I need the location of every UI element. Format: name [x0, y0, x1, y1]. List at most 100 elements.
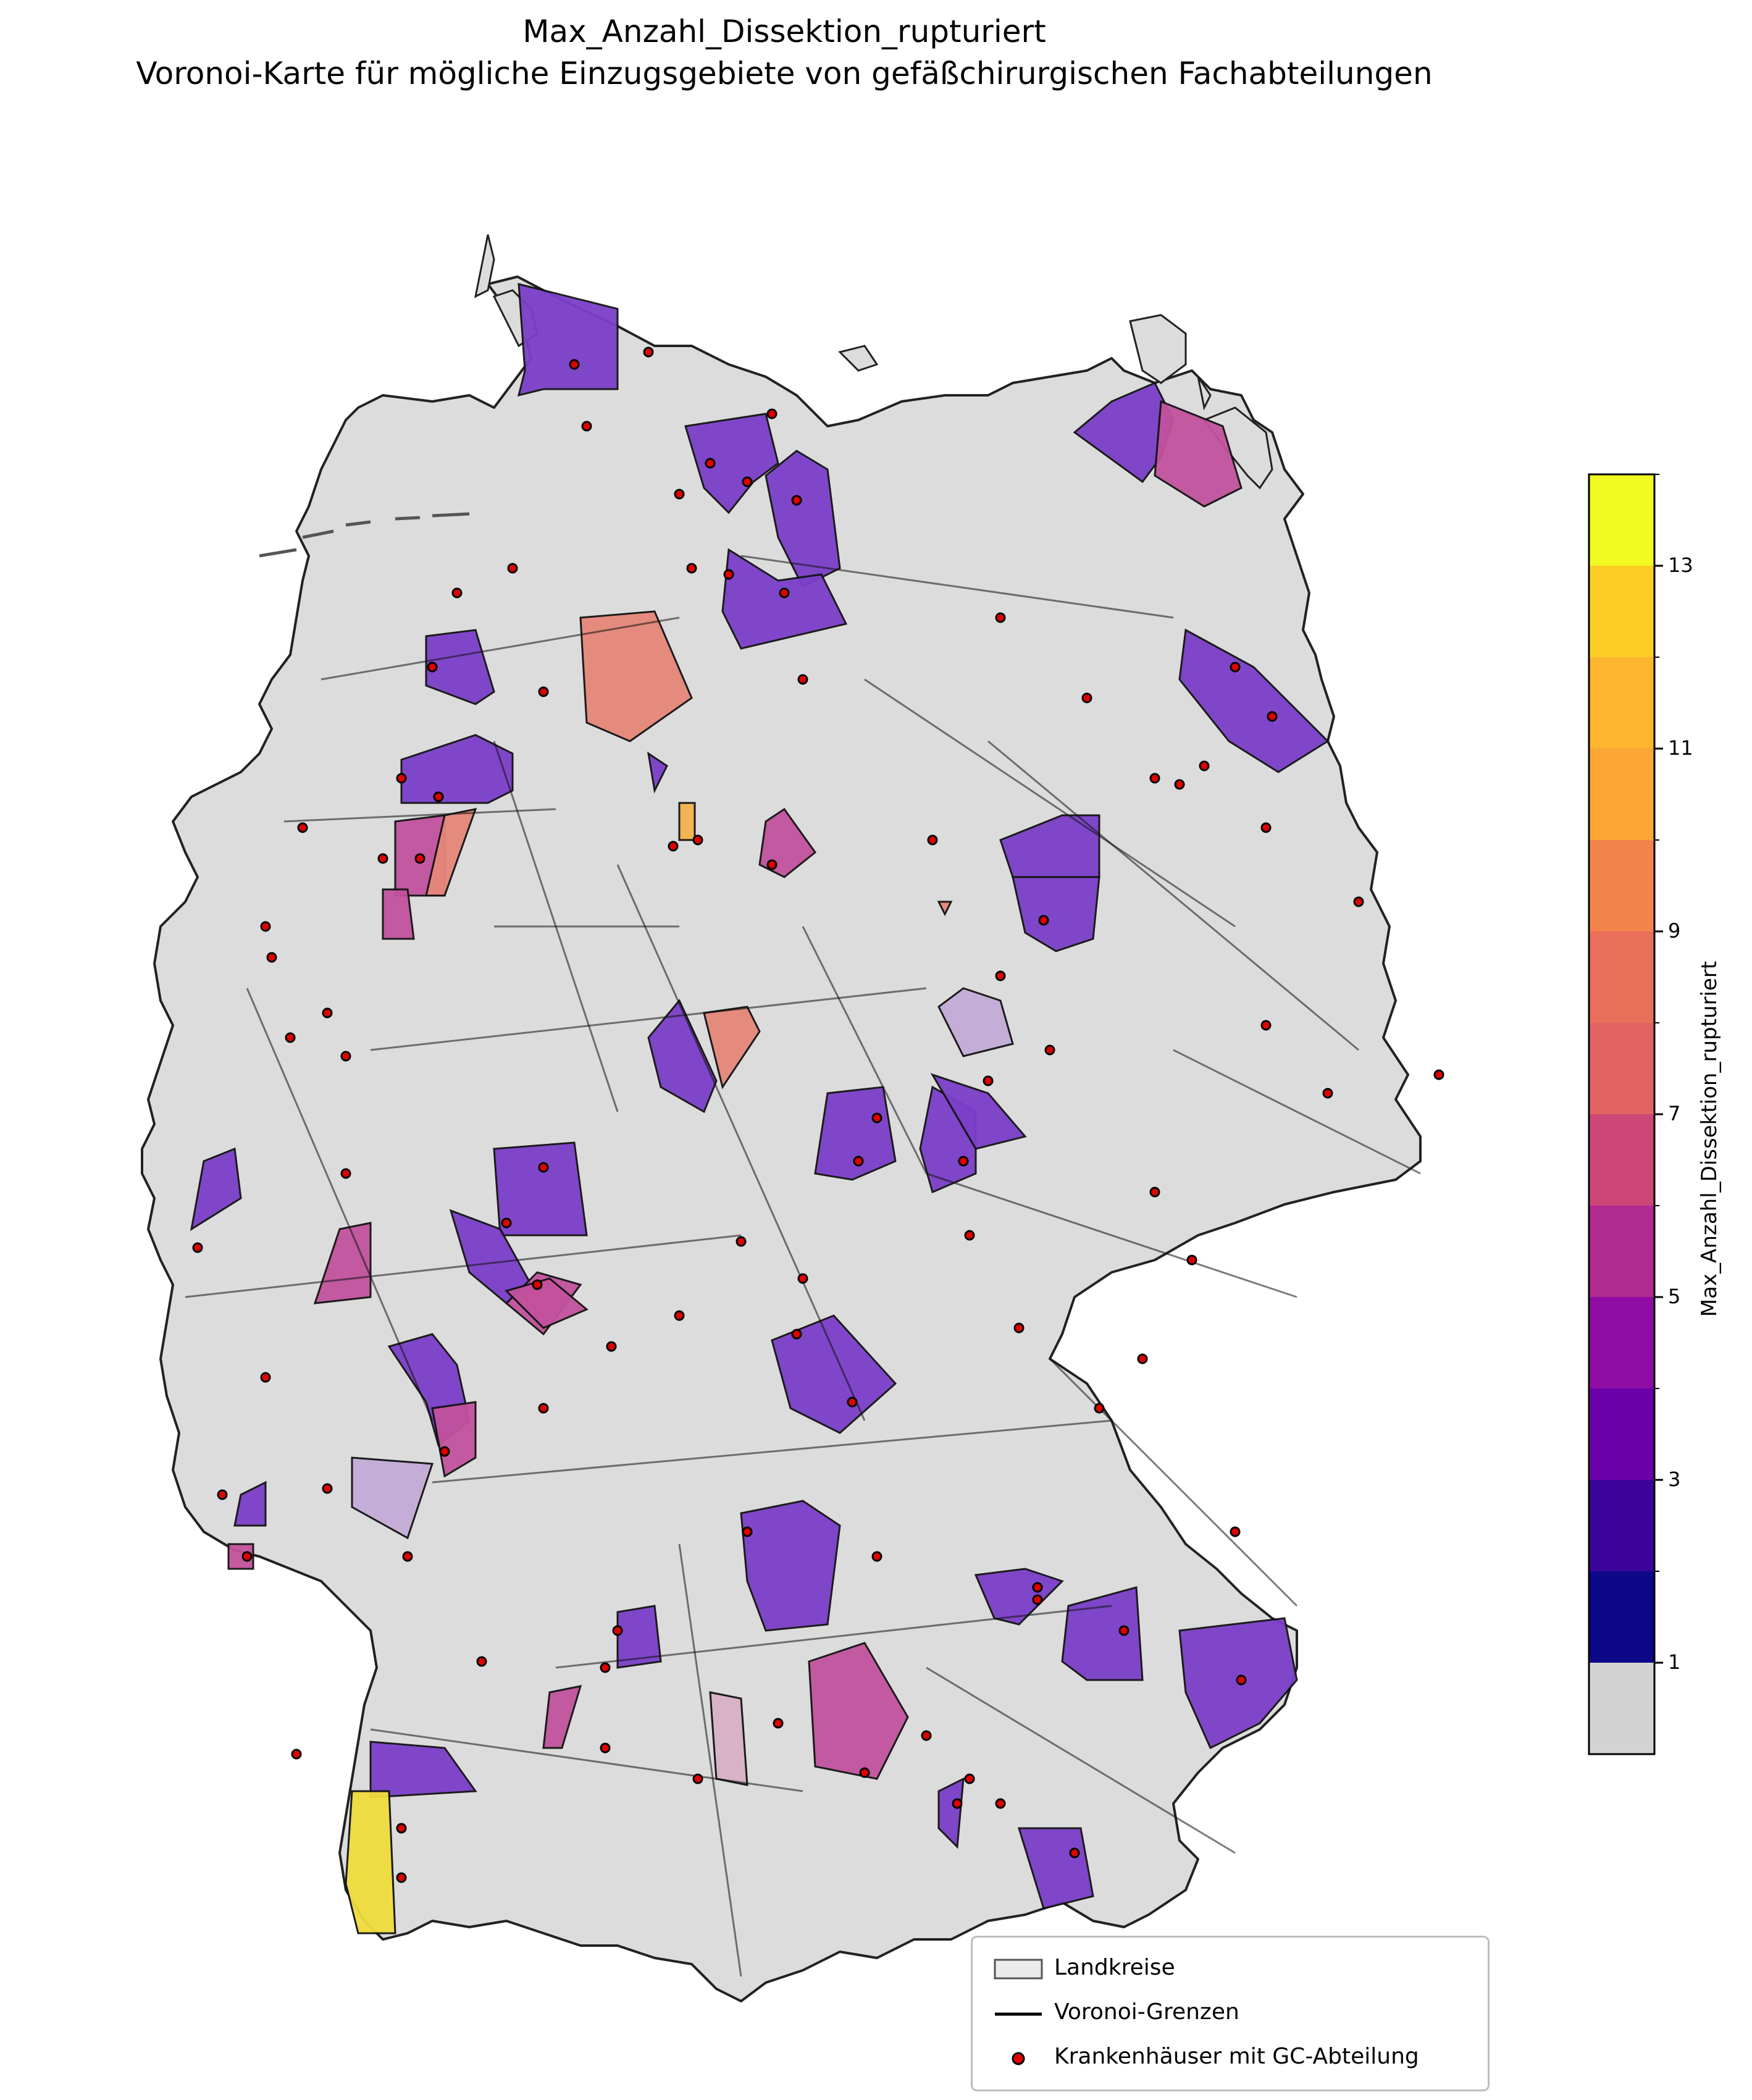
hospital-marker	[742, 476, 753, 487]
region-cell-violet	[1012, 876, 1100, 952]
hospital-marker	[1230, 662, 1241, 673]
hospital-marker	[958, 1156, 969, 1167]
map-title: Max_Anzahl_Dissektion_rupturiert	[522, 14, 1046, 49]
region-cell-magenta	[1154, 400, 1243, 508]
region-cell-violet	[771, 1314, 897, 1434]
hospital-marker	[871, 1112, 882, 1124]
hospital-marker	[705, 458, 716, 469]
hospital-marker	[427, 662, 438, 673]
hospital-marker	[396, 1823, 407, 1834]
hospital-marker	[266, 952, 277, 963]
colorbar-segment	[1589, 1480, 1654, 1571]
colorbar-tick-label: 3	[1668, 1468, 1681, 1491]
voronoi-border	[1049, 1358, 1298, 1607]
hospital-marker	[291, 1749, 302, 1760]
region-cell-salmon	[579, 610, 693, 742]
region-cell-magenta	[227, 1543, 254, 1570]
hospital-marker	[507, 563, 518, 574]
hospital-marker	[285, 1032, 296, 1043]
legend-label: Landkreise	[1054, 1955, 1175, 1980]
colorbar-segment	[1589, 474, 1654, 566]
hospital-marker	[396, 1872, 407, 1883]
hospital-marker	[1118, 1625, 1130, 1636]
colorbar-segment	[1589, 1023, 1654, 1114]
hospital-marker	[1174, 779, 1185, 790]
hospital-marker	[1081, 692, 1092, 704]
region-cell-lavender	[937, 987, 1014, 1057]
colorbar-segment	[1589, 931, 1654, 1023]
hospital-marker	[853, 1156, 864, 1167]
legend-item-voronoi: Voronoi-Grenzen	[973, 1996, 1488, 2033]
voronoi-border	[802, 926, 928, 1174]
voronoi-border	[246, 988, 434, 1421]
hospital-marker	[377, 853, 388, 864]
voronoi-border	[740, 555, 1174, 619]
hospital-marker	[791, 495, 802, 506]
hospital-marker	[476, 1656, 487, 1667]
legend-item-hospitals: Krankenhäuser mit GC-Abteilung	[973, 2040, 1488, 2077]
hospital-marker	[668, 841, 679, 852]
island	[1197, 376, 1212, 411]
colorbar-segment	[1589, 1571, 1654, 1663]
frisian-island	[395, 516, 421, 521]
hospital-marker	[538, 1403, 549, 1414]
hospital-marker	[773, 1718, 784, 1729]
hospital-marker	[686, 563, 697, 574]
region-cell-violet	[937, 1777, 965, 1849]
hospital-marker	[692, 1773, 703, 1784]
hospital-marker	[1322, 1088, 1333, 1099]
hospital-marker	[736, 1236, 747, 1247]
hospital-marker	[1260, 822, 1272, 833]
hospital-marker	[241, 1551, 253, 1562]
region-cell-violet	[721, 548, 848, 650]
hospital-marker	[742, 1526, 753, 1537]
hospital-marker	[600, 1662, 611, 1673]
hospital-marker	[402, 1551, 413, 1562]
voronoi-border	[555, 1605, 1112, 1669]
hospital-marker	[297, 822, 308, 833]
region-cell-violet	[517, 283, 619, 397]
colorbar-tick-label: 5	[1668, 1285, 1681, 1308]
hospital-marker	[1038, 915, 1049, 926]
region-cell-violet	[814, 1086, 897, 1181]
hospital-marker	[723, 569, 734, 580]
voronoi-border	[926, 1666, 1236, 1854]
frisian-island	[302, 529, 334, 539]
hospital-marker	[964, 1773, 975, 1784]
hospital-marker	[791, 1329, 802, 1340]
voronoi-border	[370, 987, 927, 1051]
hospital-marker	[1267, 711, 1278, 722]
hospital-marker	[797, 674, 808, 685]
frisian-island	[345, 520, 371, 527]
hospital-marker	[322, 1483, 333, 1494]
region-cell-lavender	[351, 1456, 434, 1540]
hospital-marker	[766, 859, 778, 870]
region-cell-violet	[647, 999, 718, 1114]
hospital-marker	[340, 1051, 351, 1062]
hospital-marker	[1433, 1069, 1444, 1080]
hospital-marker	[1186, 1254, 1197, 1266]
region-cell-violet	[425, 629, 495, 705]
island	[1129, 314, 1187, 384]
legend-item-landkreise: Landkreise	[973, 1951, 1488, 1988]
hospital-marker	[192, 1242, 203, 1253]
hospital-marker	[569, 359, 580, 370]
region-cell-magenta	[542, 1685, 582, 1749]
hospital-marker	[1149, 1186, 1160, 1198]
map-legend: Landkreise Voronoi-Grenzen Krankenhäuser…	[971, 1936, 1490, 2091]
colorbar-segment	[1589, 566, 1654, 657]
hospital-marker	[451, 587, 463, 598]
region-cell-violet	[1061, 1586, 1144, 1681]
voronoi-border	[926, 1172, 1297, 1298]
region-cell-pinklight	[709, 1691, 748, 1786]
hospital-marker	[674, 489, 685, 500]
voronoi-border	[1173, 1049, 1421, 1175]
hospital-marker	[439, 1446, 450, 1457]
hospital-marker	[964, 1230, 975, 1241]
legend-label: Krankenhäuser mit GC-Abteilung	[1054, 2044, 1419, 2069]
hospital-marker	[847, 1396, 858, 1408]
hospital-marker	[260, 1372, 271, 1383]
hospital-marker	[1044, 1044, 1055, 1056]
voronoi-border	[864, 678, 1236, 928]
